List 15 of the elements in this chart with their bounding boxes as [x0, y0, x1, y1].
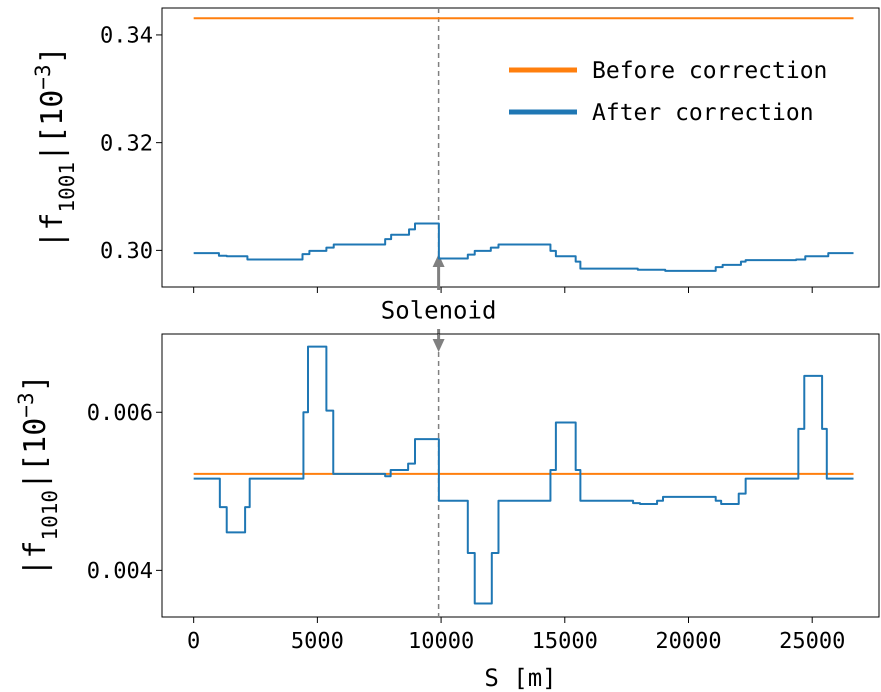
legend-label: Before correction: [592, 58, 828, 84]
y-tick-label: 0.004: [86, 559, 153, 584]
x-tick-label: 5000: [290, 629, 344, 654]
ref-line-label: Solenoid: [380, 296, 496, 324]
x-tick-label: 10000: [408, 629, 474, 654]
y-tick-label: 0.006: [86, 400, 153, 426]
y-tick-label: 0.32: [100, 131, 153, 156]
x-tick-label: 15000: [532, 629, 598, 654]
x-axis-title: S [m]: [484, 664, 557, 692]
legend-label: After correction: [592, 100, 814, 126]
x-tick-label: 0: [187, 629, 200, 654]
x-tick-label: 25000: [779, 629, 846, 654]
y-tick-label: 0.30: [100, 239, 153, 264]
y-tick-label: 0.34: [100, 24, 153, 49]
x-tick-label: 20000: [655, 629, 722, 654]
